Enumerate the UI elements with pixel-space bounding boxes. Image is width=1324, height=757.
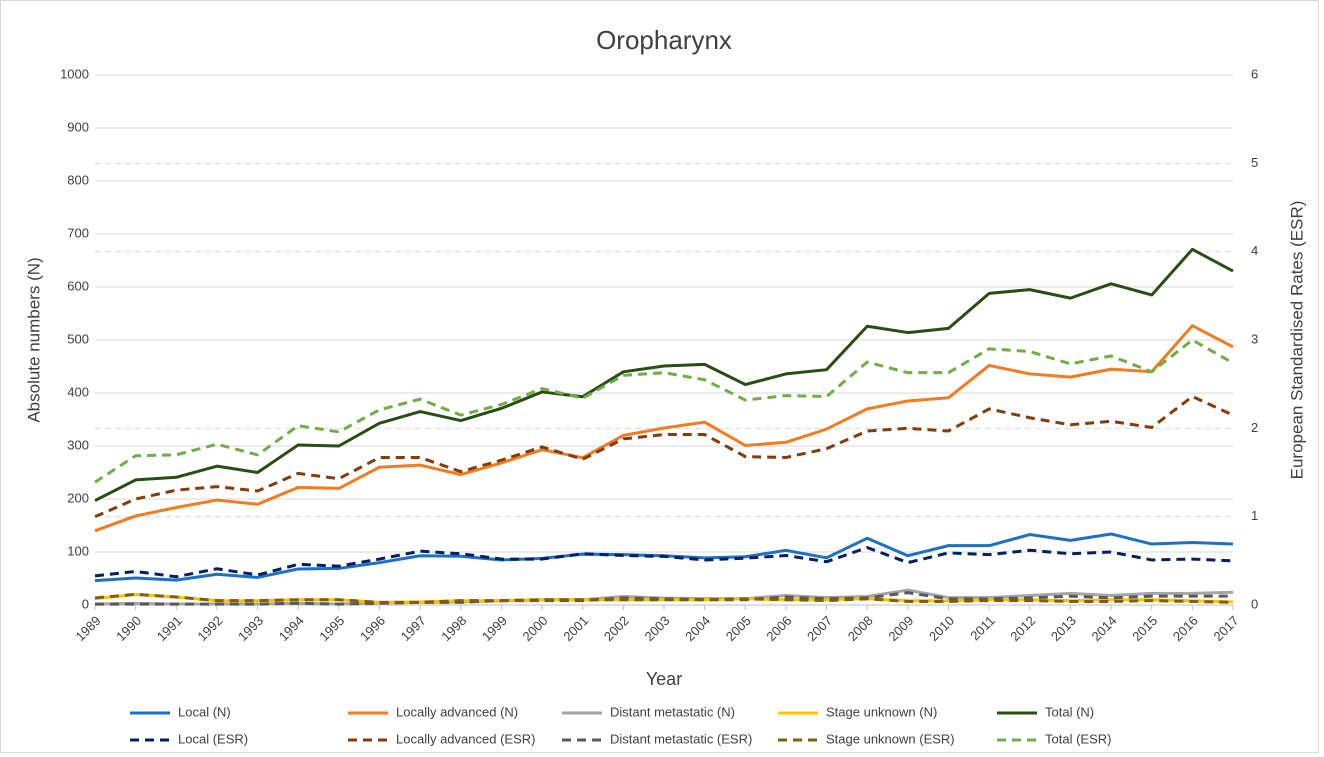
series-line (94, 247, 1234, 502)
y2-tick-label: 5 (1251, 155, 1258, 170)
legend-label: Local (N) (178, 704, 231, 719)
y2-tick-label: 6 (1251, 66, 1258, 81)
y2-axis-label: European Standardised Rates (ESR) (1287, 201, 1306, 480)
series-line (95, 591, 1233, 606)
legend-label: Locally advanced (N) (396, 704, 518, 719)
y2-tick-label: 1 (1251, 508, 1258, 523)
series-line (94, 546, 1234, 579)
legend-label: Total (ESR) (1045, 731, 1111, 746)
y-tick-label: 200 (67, 490, 89, 505)
x-axis-label: Year (646, 669, 682, 689)
legend-label: Stage unknown (N) (826, 704, 937, 719)
legend-label: Stage unknown (ESR) (826, 731, 955, 746)
legend-label: Distant metastatic (N) (610, 704, 735, 719)
legend-label: Distant metastatic (ESR) (610, 731, 752, 746)
series-line (94, 324, 1234, 533)
y-tick-label: 800 (67, 172, 89, 187)
chart-title: Oropharynx (596, 25, 732, 55)
legend-label: Locally advanced (ESR) (396, 731, 535, 746)
y-tick-label: 700 (67, 225, 89, 240)
y2-tick-label: 4 (1251, 243, 1258, 258)
y2-tick-label: 2 (1251, 420, 1258, 435)
y-tick-label: 500 (67, 331, 89, 346)
series-line (94, 395, 1234, 519)
y-tick-label: 600 (67, 278, 89, 293)
y-tick-label: 1000 (60, 66, 89, 81)
series-line (94, 592, 1234, 604)
y2-tick-label: 0 (1251, 596, 1258, 611)
legend-label: Local (ESR) (178, 731, 248, 746)
y-tick-label: 900 (67, 119, 89, 134)
y-tick-label: 0 (82, 596, 89, 611)
series-line (94, 588, 1234, 606)
legend-label: Total (N) (1045, 704, 1094, 719)
y-tick-label: 400 (67, 384, 89, 399)
y-tick-label: 100 (67, 543, 89, 558)
y-axis-label: Absolute numbers (N) (24, 257, 43, 422)
y-tick-label: 300 (67, 437, 89, 452)
y2-tick-label: 3 (1251, 331, 1258, 346)
